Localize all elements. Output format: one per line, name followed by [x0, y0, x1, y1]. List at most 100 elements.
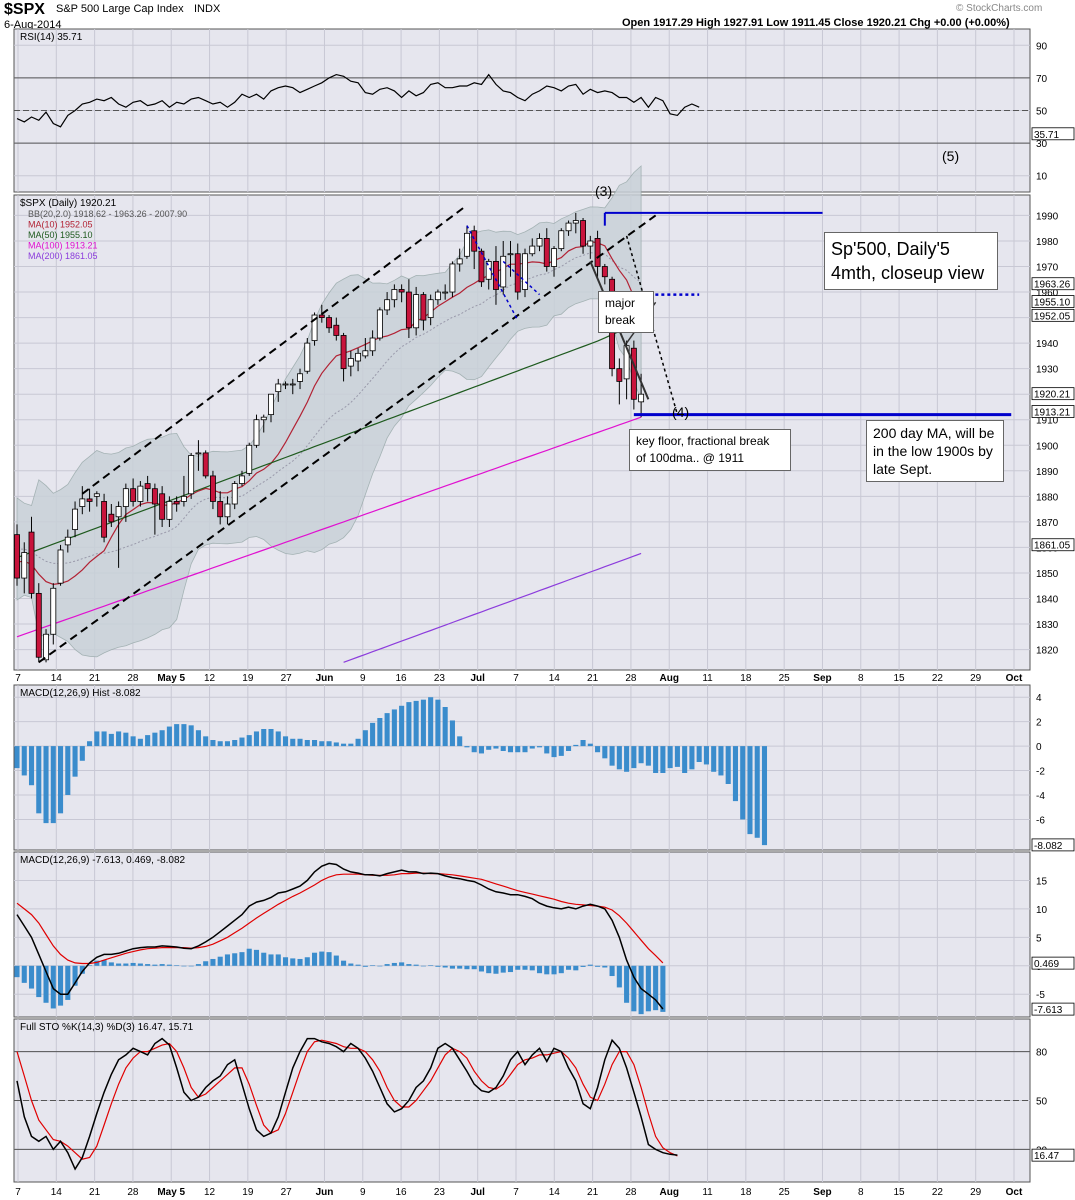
macd-hist-bar [653, 746, 659, 773]
macd-hist-bar [341, 743, 347, 747]
bollinger-mid-line [16, 252, 642, 565]
macd-hist-bar [304, 740, 310, 747]
macd-histogram-bar [65, 965, 71, 1000]
channel-lower-line [38, 214, 657, 664]
x-tick-label: Aug [660, 673, 679, 684]
x-tick-label-bottom: Oct [1006, 1187, 1023, 1198]
macd-signal-value-label: 0.469 [1034, 959, 1059, 970]
macd-histogram-bar [333, 955, 339, 966]
x-tick-label: 22 [932, 673, 944, 684]
macd-histogram-bar [595, 965, 601, 967]
macd-hist-bar [442, 707, 448, 747]
macd-histogram-bar [94, 960, 100, 966]
macd-hist-bar [79, 746, 85, 761]
price-value-label-box [1031, 308, 1075, 322]
candle-body [14, 534, 20, 579]
macd-histogram-bar [195, 964, 201, 966]
macd-histogram-bar [137, 963, 143, 966]
macd-hist-bar [413, 700, 419, 747]
hist-tick-label: -4 [1036, 791, 1045, 802]
key-floor-line2: of 100dma.. @ 1911 [636, 451, 745, 465]
macd-histogram-bar [21, 965, 27, 983]
price-value-label: 1952.05 [1034, 311, 1071, 322]
macd-hist-bar [174, 724, 180, 747]
wave-3-label: (3) [595, 183, 613, 199]
macd-hist-bar [566, 746, 572, 751]
candle-body [159, 493, 166, 520]
macd-histogram-bar [36, 965, 42, 998]
candle-body [464, 232, 470, 257]
macd-hist-bar [290, 738, 296, 747]
price-tick-label: 1930 [1036, 365, 1059, 376]
candle-body [144, 483, 151, 490]
macd-histogram-bar [246, 948, 252, 966]
macd-hist-bar [624, 746, 630, 772]
candle-body [420, 294, 427, 321]
macd-hist-bar [195, 730, 201, 747]
ma200-line1: 200 day MA, will be [873, 425, 995, 441]
candle-body [601, 266, 608, 278]
ma100-line [16, 416, 642, 638]
macd-histogram-bar [261, 952, 267, 966]
candle-body [72, 508, 78, 530]
candle-body [289, 383, 296, 386]
candle-body [471, 230, 478, 252]
macd-histogram-bar [145, 964, 151, 966]
candle-body [529, 245, 536, 255]
macd-hist-bar [609, 746, 615, 766]
macd-histogram-bar [449, 965, 455, 969]
macd-hist-bar [754, 746, 760, 838]
candle-body [355, 352, 362, 362]
price-value-label: 1920.21 [1034, 390, 1071, 401]
candle-body [101, 501, 108, 538]
macd-value-label-box [1031, 1002, 1075, 1016]
key-floor-line1: key floor, fractional break [636, 434, 770, 448]
macd-line [16, 862, 664, 1010]
macd-hist-bar [544, 746, 550, 754]
x-tick-label: 21 [587, 673, 599, 684]
price-value-label: 1963.26 [1034, 280, 1071, 291]
macd-histogram-bar [116, 963, 122, 966]
candle-body [86, 498, 93, 502]
macd-histogram-bar [631, 965, 637, 1012]
candle-body [572, 220, 579, 224]
macd-histogram-bar [428, 965, 434, 966]
macd-histogram-bar [515, 965, 521, 970]
index-name: S&P 500 Large Cap Index [56, 3, 184, 15]
rsi-line [16, 73, 700, 128]
macd-hist-bar [217, 741, 223, 747]
macd-histogram-bar [566, 965, 572, 970]
x-tick-label-bottom: 12 [204, 1187, 216, 1198]
x-tick-label-bottom: 7 [513, 1187, 519, 1198]
price-tick-label: 1980 [1036, 237, 1059, 248]
stockcharts-watermark: © StockCharts.com [956, 3, 1043, 14]
candle-body [93, 493, 100, 497]
macd-histogram-bar [464, 965, 470, 970]
candle-body [115, 506, 122, 518]
major-break-line2: break [605, 313, 636, 327]
wave-5-label: (5) [942, 148, 960, 164]
panel-hist [13, 684, 1031, 851]
ma200-line3: late Sept. [873, 461, 933, 477]
macd-hist-bar [319, 741, 325, 747]
x-tick-label: 28 [625, 673, 637, 684]
macd-histogram-bar [275, 954, 281, 966]
macd-hist-bar [355, 738, 361, 747]
x-tick-label: 18 [740, 673, 752, 684]
candle-body [35, 592, 42, 658]
macd-hist-bar [210, 740, 216, 747]
price-tick-label: 1870 [1036, 518, 1059, 529]
ma200-line [343, 552, 642, 663]
macd-tick-label: -5 [1036, 990, 1045, 1001]
x-tick-label-bottom: 21 [587, 1187, 599, 1198]
macd-hist-bar [616, 746, 622, 770]
macd-hist-bar [703, 746, 709, 765]
candle-body [304, 342, 311, 372]
x-tick-label-bottom: 7 [15, 1187, 21, 1198]
macd-histogram-bar [442, 965, 448, 968]
macd-histogram-bar [355, 964, 361, 966]
macd-signal-line [16, 872, 664, 965]
exchange-label: INDX [194, 3, 221, 15]
macd-tick-label: 5 [1036, 933, 1042, 944]
